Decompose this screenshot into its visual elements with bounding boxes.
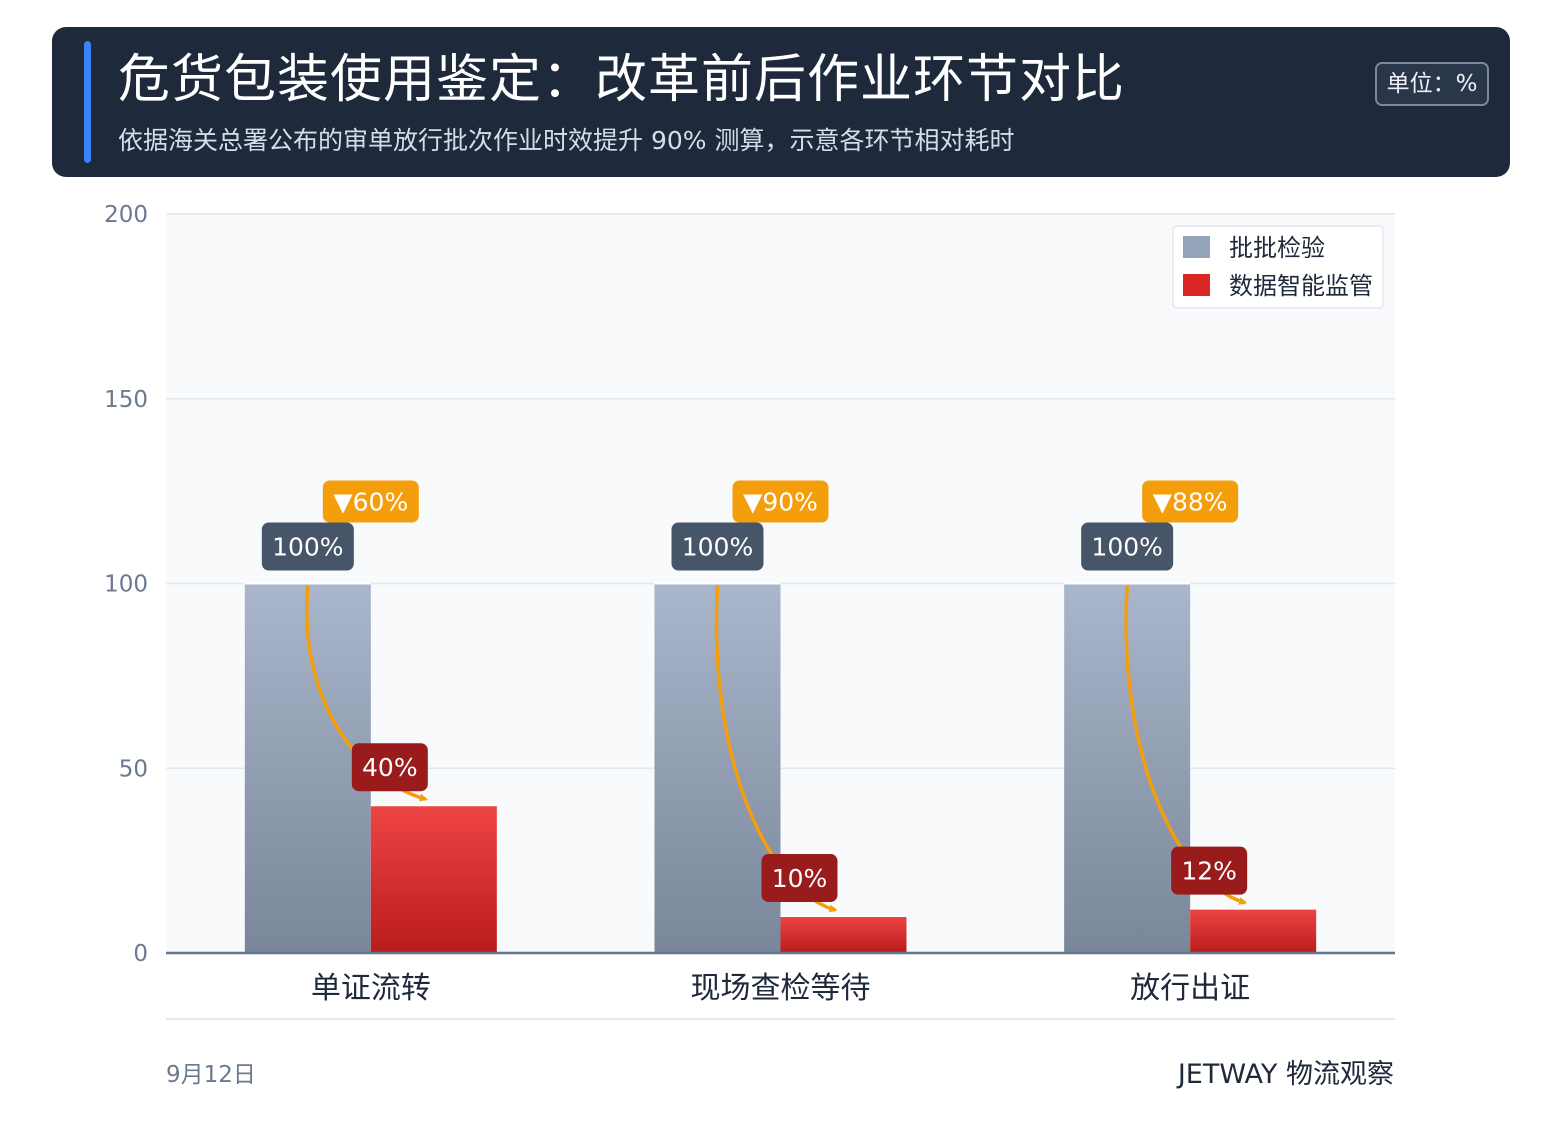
change-label-bg bbox=[1142, 480, 1239, 523]
data-label-after-bg bbox=[1171, 846, 1248, 895]
y-tick-label: 100 bbox=[104, 572, 148, 598]
y-tick-label: 50 bbox=[119, 756, 148, 782]
data-label-before: 100% bbox=[671, 522, 764, 571]
data-label-before-bg bbox=[1081, 522, 1174, 571]
data-label-after-text: 12% bbox=[1181, 857, 1237, 886]
legend-label: 数据智能监管 bbox=[1229, 272, 1373, 300]
data-label-before-text: 100% bbox=[272, 533, 343, 562]
data-label-before-bg bbox=[261, 522, 354, 571]
data-label-after-text: 40% bbox=[362, 753, 418, 782]
chart-title: 危货包装使用鉴定：改革前后作业环节对比 bbox=[118, 50, 1126, 110]
change-label: ▼90% bbox=[732, 480, 829, 523]
y-tick-label: 200 bbox=[104, 202, 148, 228]
change-label-bg bbox=[732, 480, 829, 523]
change-label: ▼88% bbox=[1142, 480, 1239, 523]
change-label-text: ▼60% bbox=[333, 488, 408, 517]
y-tick-label: 150 bbox=[104, 387, 148, 413]
y-axis-ticks: 0 50 100 150 200 bbox=[104, 202, 148, 967]
chart-header: 危货包装使用鉴定：改革前后作业环节对比 依据海关总署公布的审单放行批次作业时效提… bbox=[52, 27, 1510, 177]
value-labels: 100% 40% ▼60% 100% 10% ▼90% 100% 12% ▼88% bbox=[261, 480, 1248, 903]
change-label-bg bbox=[322, 480, 419, 523]
data-label-before-text: 100% bbox=[682, 533, 753, 562]
change-label: ▼60% bbox=[322, 480, 419, 523]
chart-subtitle: 依据海关总署公布的审单放行批次作业时效提升 90% 测算，示意各环节相对耗时 bbox=[118, 126, 1015, 155]
data-label-before: 100% bbox=[1081, 522, 1174, 571]
change-label-text: ▼88% bbox=[1153, 488, 1228, 517]
data-label-after: 10% bbox=[761, 854, 838, 903]
x-axis-ticks: 单证流转 现场查检等待 放行出证 bbox=[311, 971, 1250, 1006]
legend-label: 批批检验 bbox=[1229, 234, 1325, 262]
change-label-text: ▼90% bbox=[743, 488, 818, 517]
bar-after-0 bbox=[370, 805, 497, 953]
legend-box bbox=[1172, 225, 1384, 309]
bar-after-1 bbox=[780, 916, 907, 953]
data-label-after: 40% bbox=[351, 743, 428, 792]
legend-swatch bbox=[1183, 236, 1210, 258]
data-label-before-bg bbox=[671, 522, 764, 571]
y-tick-label: 0 bbox=[133, 941, 148, 967]
data-label-before-text: 100% bbox=[1091, 533, 1162, 562]
footer-date: 9月12日 bbox=[166, 1062, 256, 1088]
bar-after-2 bbox=[1190, 908, 1317, 953]
unit-badge: 单位：% bbox=[1375, 62, 1489, 106]
data-label-after-bg bbox=[761, 854, 838, 903]
data-label-after-bg bbox=[351, 743, 428, 792]
data-label-before: 100% bbox=[261, 522, 354, 571]
data-label-after-text: 10% bbox=[772, 864, 828, 893]
data-label-after: 12% bbox=[1171, 846, 1248, 895]
legend-swatch bbox=[1183, 274, 1210, 296]
header-accent-bar bbox=[84, 41, 91, 163]
x-tick-label: 单证流转 bbox=[311, 971, 431, 1006]
x-tick-label: 放行出证 bbox=[1130, 971, 1250, 1006]
footer-source: JETWAY 物流观察 bbox=[1177, 1059, 1394, 1090]
x-tick-label: 现场查检等待 bbox=[691, 971, 871, 1006]
